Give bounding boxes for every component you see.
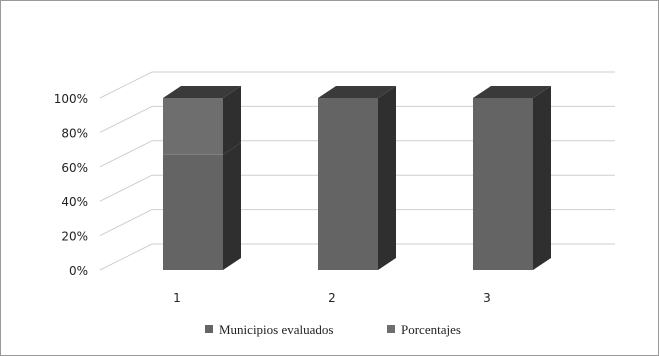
legend: Municipios evaluados Porcentajes — [205, 322, 461, 337]
y-tick-label: 60% — [61, 161, 88, 175]
bar-side-face — [223, 86, 241, 155]
bar-segment — [163, 98, 223, 155]
legend-label: Municipios evaluados — [219, 322, 333, 337]
gridline-diagonal — [99, 140, 153, 168]
bars — [163, 86, 551, 270]
legend-label: Porcentajes — [401, 322, 461, 337]
gridline-diagonal — [99, 105, 153, 133]
y-tick-label: 100% — [54, 92, 88, 106]
bar-segment — [163, 154, 223, 270]
y-axis-ticks: 0% 20% 40% 60% 80% 100% — [54, 92, 88, 278]
x-tick-label: 2 — [328, 291, 336, 305]
bar-side-face — [533, 86, 551, 270]
gridline-diagonal — [99, 209, 153, 237]
x-tick-label: 1 — [173, 291, 181, 305]
bar-side-face — [223, 142, 241, 270]
x-axis-ticks: 1 2 3 — [173, 291, 491, 305]
y-tick-label: 80% — [61, 126, 88, 140]
y-tick-label: 20% — [61, 230, 88, 244]
y-tick-label: 40% — [61, 195, 88, 209]
gridline-diagonal — [99, 71, 153, 99]
x-tick-label: 3 — [483, 291, 491, 305]
gridline-diagonal — [99, 174, 153, 202]
gridline-diagonal — [99, 243, 153, 271]
bar-top-face — [473, 86, 551, 98]
bar-side-face — [378, 86, 396, 270]
bar-segment — [473, 98, 533, 270]
legend-swatch — [205, 325, 213, 333]
bar-top-face — [163, 86, 241, 98]
bar-segment — [318, 98, 378, 270]
legend-swatch — [387, 325, 395, 333]
y-tick-label: 0% — [69, 264, 88, 278]
bar-top-face — [318, 86, 396, 98]
